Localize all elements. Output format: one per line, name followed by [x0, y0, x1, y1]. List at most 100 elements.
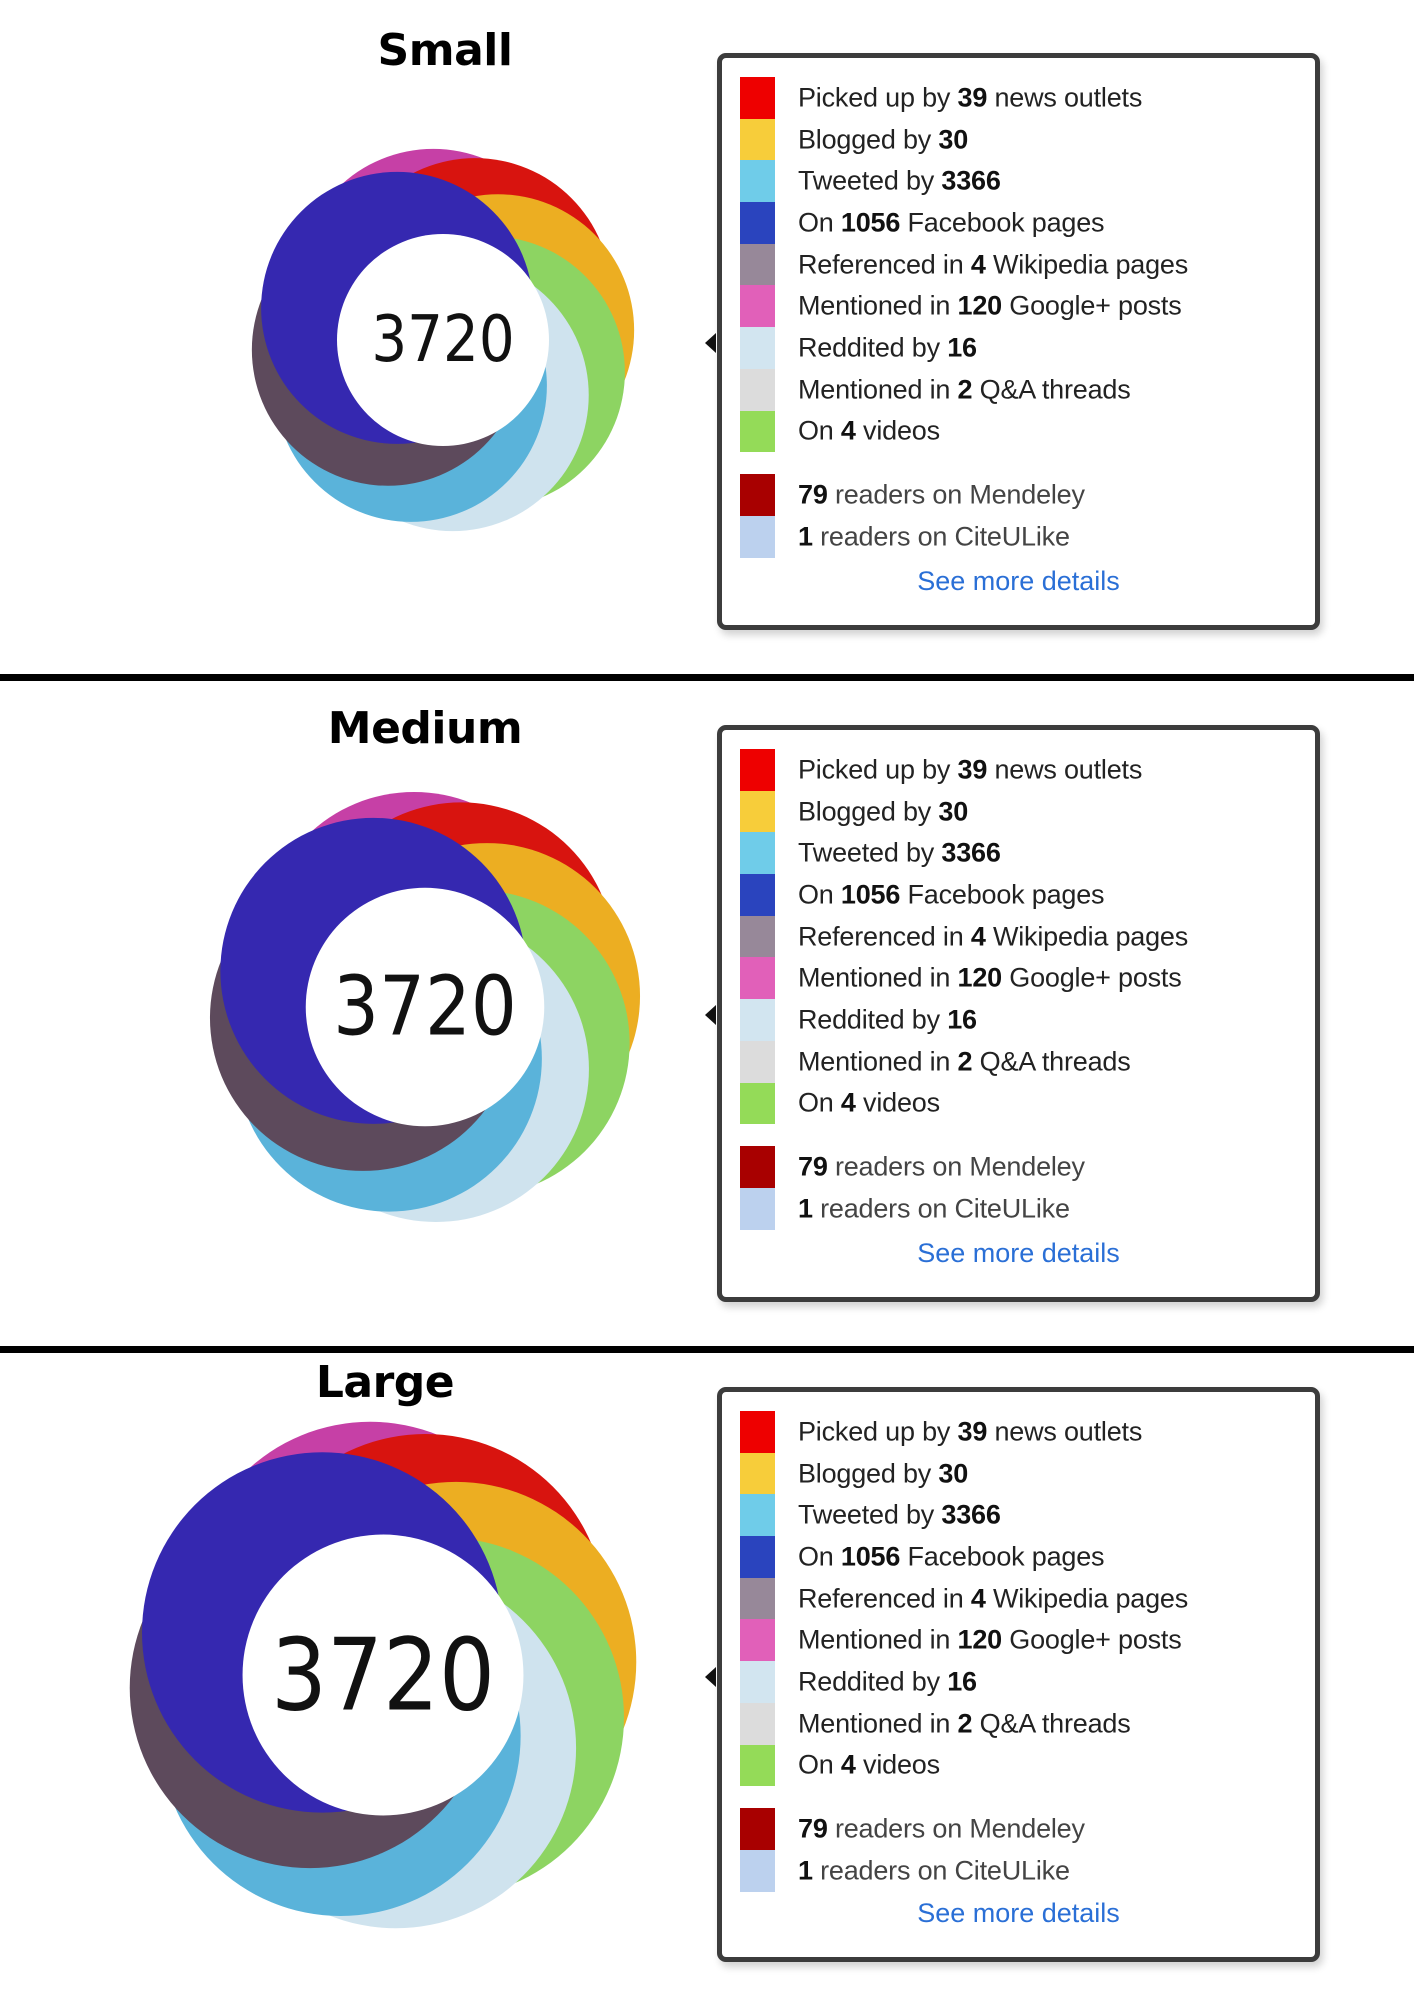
breakdown-row-videos: On 4 videos	[740, 1744, 1305, 1787]
breakdown-row-label: Picked up by 39 news outlets	[798, 754, 1143, 785]
breakdown-row-qna: Mentioned in 2 Q&A threads	[740, 1702, 1305, 1745]
reader-row-label: 79 readers on Mendeley	[798, 1151, 1085, 1182]
breakdown-row-googleplus: Mentioned in 120 Google+ posts	[740, 1619, 1305, 1662]
breakdown-row-news: Picked up by 39 news outlets	[740, 1411, 1305, 1453]
twitter-color-swatch	[740, 1494, 775, 1537]
blogs-color-swatch	[740, 1452, 775, 1495]
list-gap	[740, 1786, 1305, 1808]
breakdown-row-label: Blogged by 30	[798, 1458, 969, 1489]
videos-color-swatch	[740, 410, 775, 453]
facebook-ring-segment	[220, 817, 527, 1124]
twitter-color-swatch	[740, 160, 775, 203]
breakdown-row-label: Picked up by 39 news outlets	[798, 1416, 1143, 1447]
breakdown-row-label: Referenced in 4 Wikipedia pages	[798, 249, 1189, 280]
reader-row-label: 1 readers on CiteULike	[798, 1855, 1070, 1886]
altmetric-donut-small[interactable]: 3720	[243, 140, 643, 540]
reader-row-citeulike: 1 readers on CiteULike	[740, 1187, 1305, 1230]
breakdown-row-facebook: On 1056 Facebook pages	[740, 874, 1305, 916]
altmetric-donut-large[interactable]: 3720	[118, 1410, 648, 1940]
section-medium: Medium 3720 Picked up by 39 news outlets…	[0, 681, 1414, 1349]
news-color-swatch	[740, 1411, 775, 1453]
qna-color-swatch	[740, 1040, 775, 1083]
attention-score: 3720	[333, 959, 517, 1055]
reddit-color-swatch	[740, 999, 775, 1041]
news-color-swatch	[740, 77, 775, 119]
breakdown-row-label: Mentioned in 120 Google+ posts	[798, 1624, 1182, 1655]
breakdown-row-label: Picked up by 39 news outlets	[798, 82, 1143, 113]
breakdown-row-label: Reddited by 16	[798, 1004, 977, 1035]
mendeley-color-swatch	[740, 474, 775, 516]
breakdown-row-facebook: On 1056 Facebook pages	[740, 1536, 1305, 1578]
reader-row-label: 1 readers on CiteULike	[798, 1193, 1070, 1224]
altmetric-donut-medium[interactable]: 3720	[200, 782, 650, 1232]
breakdown-row-label: On 4 videos	[798, 1087, 940, 1118]
breakdown-row-label: Tweeted by 3366	[798, 165, 1001, 196]
facebook-ring-segment	[142, 1452, 503, 1813]
breakdown-row-label: Blogged by 30	[798, 796, 969, 827]
section-small: Small 3720 Picked up by 39 news outlets B…	[0, 0, 1414, 677]
breakdown-row-label: Mentioned in 2 Q&A threads	[798, 1708, 1131, 1739]
breakdown-row-googleplus: Mentioned in 120 Google+ posts	[740, 285, 1305, 328]
wikipedia-color-swatch	[740, 915, 775, 958]
mendeley-color-swatch	[740, 1808, 775, 1850]
size-title-large: Large	[315, 1357, 455, 1408]
breakdown-row-twitter: Tweeted by 3366	[740, 832, 1305, 875]
reader-row-mendeley: 79 readers on Mendeley	[740, 1808, 1305, 1850]
breakdown-row-label: Tweeted by 3366	[798, 1499, 1001, 1530]
breakdown-row-label: On 4 videos	[798, 1749, 940, 1780]
breakdown-row-googleplus: Mentioned in 120 Google+ posts	[740, 957, 1305, 1000]
breakdown-row-wikipedia: Referenced in 4 Wikipedia pages	[740, 1577, 1305, 1620]
list-gap	[740, 1124, 1305, 1146]
breakdown-row-news: Picked up by 39 news outlets	[740, 77, 1305, 119]
reader-row-citeulike: 1 readers on CiteULike	[740, 515, 1305, 558]
breakdown-row-label: Mentioned in 2 Q&A threads	[798, 1046, 1131, 1077]
breakdown-row-label: Mentioned in 2 Q&A threads	[798, 374, 1131, 405]
citeulike-color-swatch	[740, 1849, 775, 1892]
wikipedia-color-swatch	[740, 1577, 775, 1620]
section-divider	[0, 1346, 1414, 1353]
score-breakdown-popup: Picked up by 39 news outlets Blogged by 3…	[705, 53, 1320, 630]
breakdown-row-facebook: On 1056 Facebook pages	[740, 202, 1305, 244]
googleplus-color-swatch	[740, 285, 775, 328]
score-breakdown-popup: Picked up by 39 news outlets Blogged by 3…	[705, 725, 1320, 1302]
facebook-color-swatch	[740, 202, 775, 244]
donut-rings-icon	[129, 1421, 637, 1929]
see-more-details-link[interactable]: See more details	[917, 1238, 1120, 1268]
breakdown-row-label: Reddited by 16	[798, 1666, 977, 1697]
breakdown-row-news: Picked up by 39 news outlets	[740, 749, 1305, 791]
breakdown-row-label: Reddited by 16	[798, 332, 977, 363]
citeulike-color-swatch	[740, 515, 775, 558]
blogs-color-swatch	[740, 790, 775, 833]
googleplus-color-swatch	[740, 1619, 775, 1662]
breakdown-row-reddit: Reddited by 16	[740, 999, 1305, 1041]
videos-color-swatch	[740, 1744, 775, 1787]
breakdown-row-label: Referenced in 4 Wikipedia pages	[798, 1583, 1189, 1614]
see-more-details-link[interactable]: See more details	[917, 1898, 1120, 1928]
reader-row-mendeley: 79 readers on Mendeley	[740, 1146, 1305, 1188]
breakdown-row-wikipedia: Referenced in 4 Wikipedia pages	[740, 915, 1305, 958]
qna-color-swatch	[740, 368, 775, 411]
popup-pointer-icon	[705, 1005, 716, 1025]
facebook-color-swatch	[740, 1536, 775, 1578]
reader-row-citeulike: 1 readers on CiteULike	[740, 1849, 1305, 1892]
reader-row-mendeley: 79 readers on Mendeley	[740, 474, 1305, 516]
breakdown-list: Picked up by 39 news outlets Blogged by 3…	[740, 1411, 1305, 1892]
breakdown-row-twitter: Tweeted by 3366	[740, 1494, 1305, 1537]
size-title-medium: Medium	[327, 703, 523, 754]
wikipedia-color-swatch	[740, 243, 775, 286]
breakdown-row-label: Mentioned in 120 Google+ posts	[798, 290, 1182, 321]
size-title-small: Small	[377, 25, 513, 76]
breakdown-row-reddit: Reddited by 16	[740, 1661, 1305, 1703]
breakdown-row-blogs: Blogged by 30	[740, 118, 1305, 161]
donut-rings-icon	[251, 148, 635, 532]
popup-pointer-icon	[705, 333, 716, 353]
popup-pointer-icon	[705, 1667, 716, 1687]
breakdown-row-blogs: Blogged by 30	[740, 1452, 1305, 1495]
see-more-details-link[interactable]: See more details	[917, 566, 1120, 596]
breakdown-row-wikipedia: Referenced in 4 Wikipedia pages	[740, 243, 1305, 286]
breakdown-row-label: On 4 videos	[798, 415, 940, 446]
attention-score: 3720	[271, 1616, 495, 1734]
breakdown-row-videos: On 4 videos	[740, 410, 1305, 453]
blogs-color-swatch	[740, 118, 775, 161]
twitter-color-swatch	[740, 832, 775, 875]
